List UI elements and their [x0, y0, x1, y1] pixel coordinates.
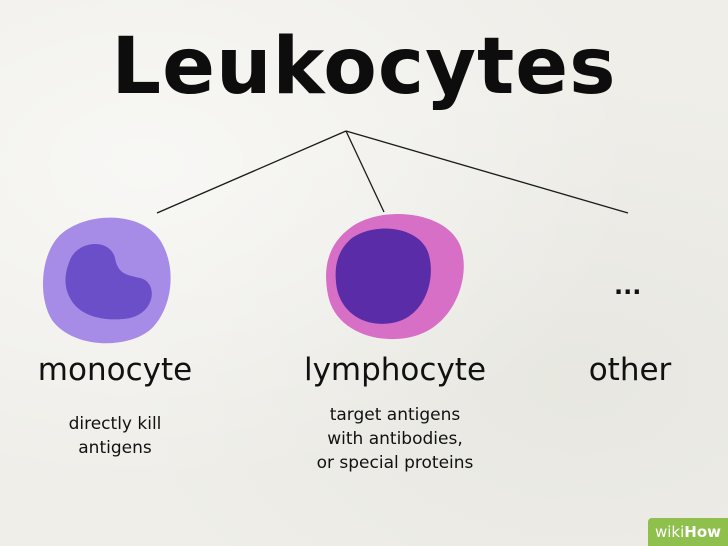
lymphocyte-description-line: with antibodies,	[327, 429, 463, 449]
other-ellipsis: ...	[614, 272, 642, 300]
branch-line-monocyte	[156, 130, 347, 214]
wikihow-watermark: wikiHow	[648, 518, 728, 546]
monocyte-label: monocyte	[37, 352, 193, 388]
monocyte-cell-icon	[42, 217, 171, 344]
other-label: other	[588, 352, 672, 388]
watermark-prefix: wiki	[654, 523, 685, 541]
lymphocyte-description-line: target antigens	[329, 405, 461, 425]
lymphocyte-cell-icon	[326, 213, 464, 340]
monocyte-description: directly kill antigens	[40, 412, 190, 460]
branch-line-other	[345, 130, 629, 214]
branch-line-lymphocyte	[345, 130, 385, 213]
lymphocyte-label: lymphocyte	[303, 352, 487, 388]
lymphocyte-description: target antigens with antibodies, or spec…	[300, 403, 490, 475]
watermark-suffix: How	[684, 523, 721, 541]
monocyte-description-line: antigens	[78, 438, 152, 458]
lymphocyte-description-line: or special proteins	[316, 453, 474, 473]
diagram-title: Leukocytes	[111, 22, 617, 112]
monocyte-description-line: directly kill	[68, 414, 162, 434]
